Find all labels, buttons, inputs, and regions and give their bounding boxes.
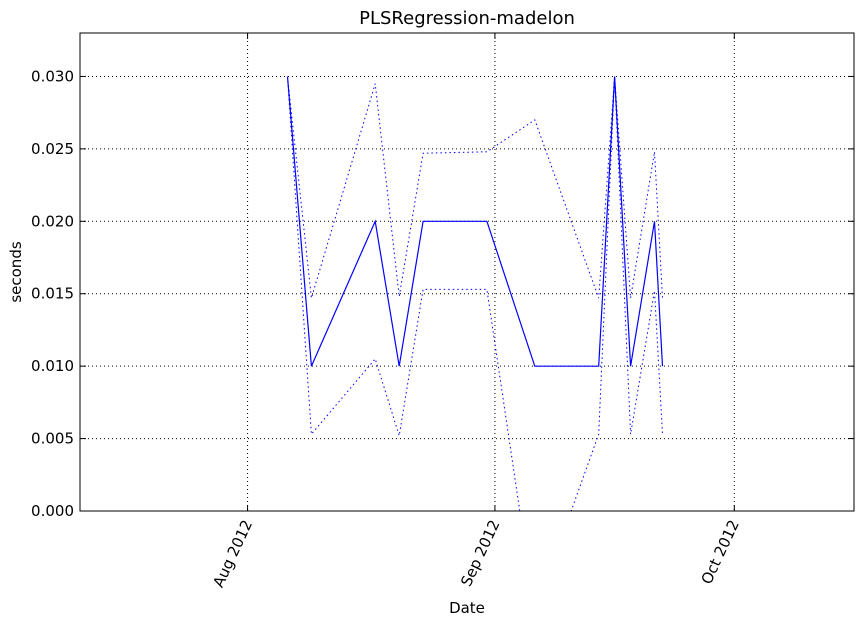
series-line-mean [286, 76, 664, 367]
y-tick-label: 0.005 [31, 430, 74, 448]
plot-frame [79, 32, 855, 512]
y-tick-label: 0.025 [31, 140, 74, 158]
y-tick-label: 0.000 [31, 502, 74, 520]
chart-title: PLSRegression-madelon [359, 8, 575, 29]
y-tick-label: 0.020 [31, 212, 74, 230]
y-tick-label: 0.015 [31, 285, 74, 303]
series-group [286, 76, 664, 511]
y-axis-label: seconds [7, 241, 25, 302]
x-axis-label: Date [449, 599, 485, 617]
y-tick-label: 0.030 [31, 67, 74, 85]
y-tick-label: 0.010 [31, 357, 74, 375]
